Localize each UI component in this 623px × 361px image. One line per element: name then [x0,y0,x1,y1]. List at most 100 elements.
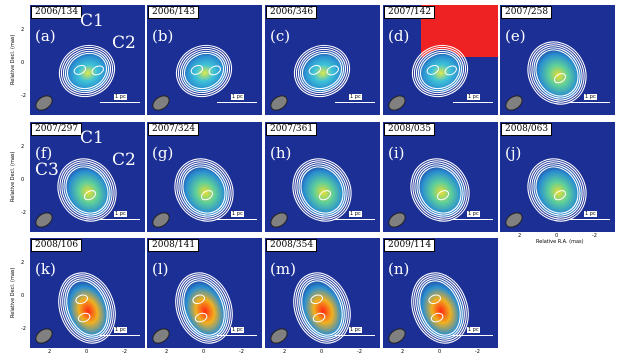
contour [174,158,234,222]
y-axis-label: Relative Decl. (mas) [10,151,16,202]
panel-letter: (l) [152,260,169,278]
emission-fill [63,49,111,93]
beam-ellipse [388,95,406,111]
source-emission [175,44,233,98]
map-panel: 2008/063 (j) 1 pc [500,122,615,232]
scale-label: 1 pc [467,211,480,217]
component-label: C1 [80,128,104,148]
scale-bar [335,219,375,220]
contour [535,49,579,97]
epoch-label: 2008/141 [148,239,200,252]
scale-label: 1 pc [231,211,244,217]
y-tick-label: 2 [21,260,25,266]
scale-label: 1 pc [349,211,362,217]
map-panel: 2006/143 (b) 1 pc [147,5,262,115]
emission-fill [297,276,347,340]
map-panel: 2006/346 (c) 1 pc [265,5,380,115]
inner-contour [83,190,97,201]
y-tick-label: -2 [21,93,26,99]
map-panel: 2007/324 (g) 1 pc [147,122,262,232]
radio-map [500,5,615,115]
contour [295,46,349,96]
contour [61,162,113,218]
contour [295,274,349,342]
emission-fill [298,49,346,93]
panel-letter: (b) [152,27,174,45]
radio-map [500,122,615,232]
radio-map [147,238,262,348]
contour [182,166,226,214]
epoch-label: 2008/035 [384,123,436,136]
contour [62,276,112,340]
contour [60,274,114,342]
x-tick-label: -2 [592,233,597,239]
epoch-label: 2009/114 [384,239,436,252]
beam-ellipse [35,328,53,344]
epoch-label: 2007/324 [148,123,200,136]
contour [297,48,347,94]
contour [183,280,225,336]
contour [294,160,350,220]
radio-map [265,238,380,348]
y-tick-label: 2 [21,144,25,150]
beam-ellipse [35,95,53,111]
contour [66,52,108,90]
contour [292,158,352,222]
map-panel: 2007/142 (d) 1 pc [383,5,498,115]
map-panel: 2007/361 (h) 1 pc [265,122,380,232]
emission-fill [414,162,466,218]
inner-contour [77,312,91,323]
scale-label: 1 pc [349,327,362,333]
contour [63,164,111,216]
contour [411,272,469,344]
emission-fill [296,162,348,218]
contour [529,160,585,220]
source-emission [57,158,117,222]
contour [181,50,227,92]
x-tick-label: 2 [518,233,522,239]
contour [417,50,463,92]
contour [175,44,233,98]
x-tick-label: -2 [239,349,244,355]
inner-contour [553,73,567,84]
source-emission [292,158,352,222]
source-emission [174,158,234,222]
source-emission [527,41,587,105]
epoch-label: 2006/134 [31,6,83,19]
source-emission [293,44,351,98]
scale-label: 1 pc [467,94,480,100]
contour [179,48,229,94]
map-panel: 2007/258 (e) 1 pc [500,5,615,115]
radio-map [147,5,262,115]
contour [178,162,230,218]
inner-contour [318,190,332,201]
contour [299,50,345,92]
panel-letter: (j) [505,144,522,162]
contour [183,52,225,90]
radio-map [383,238,498,348]
beam-ellipse [152,328,170,344]
contour [527,41,587,105]
contour [58,272,116,344]
beam-ellipse [35,212,53,228]
inner-contour [73,64,87,75]
map-panel: 2008/035 (i) 1 pc [383,122,498,232]
contour [533,47,581,99]
scale-label: 1 pc [114,327,127,333]
contour [419,280,461,336]
y-tick-label: 0 [21,293,25,299]
inner-contour [200,190,214,201]
radio-map [147,122,262,232]
contour [410,158,470,222]
contour [298,164,346,216]
emission-fill [178,162,230,218]
beam-ellipse [270,328,288,344]
panel-letter: (n) [388,260,410,278]
emission-fill [61,162,113,218]
contour [417,278,463,338]
component-label: C3 [35,160,59,180]
radio-map [383,122,498,232]
beam-ellipse [152,212,170,228]
contour [413,274,467,342]
epoch-label: 2006/143 [148,6,200,19]
